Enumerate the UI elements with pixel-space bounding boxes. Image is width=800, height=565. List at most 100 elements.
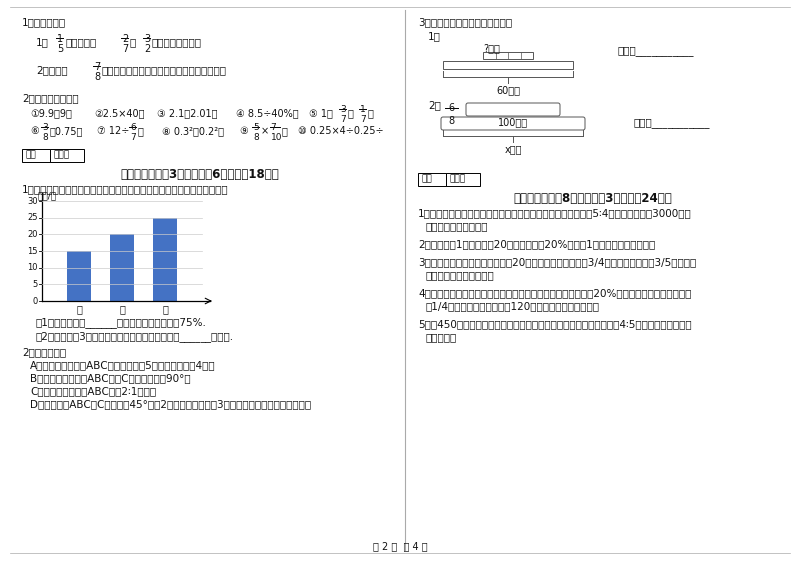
Text: ⑤ 1－: ⑤ 1－ [309, 108, 333, 118]
Text: 列式：___________: 列式：___________ [618, 46, 694, 56]
Text: 1．列式计算：: 1．列式计算： [22, 17, 66, 27]
Text: 0: 0 [33, 297, 38, 306]
FancyBboxPatch shape [466, 103, 560, 116]
Text: 1、: 1、 [428, 31, 441, 41]
Text: 3: 3 [42, 123, 48, 132]
Text: 15: 15 [27, 246, 38, 255]
Text: 8: 8 [448, 116, 454, 126]
Text: ⑧ 0.3²＋0.2²＝: ⑧ 0.3²＋0.2²＝ [162, 126, 224, 136]
Text: 得分: 得分 [25, 150, 36, 159]
Text: 2: 2 [122, 34, 128, 44]
Text: 7: 7 [94, 62, 100, 72]
Text: 8: 8 [94, 72, 100, 82]
Text: 3．看图列算式成方程，不计算：: 3．看图列算式成方程，不计算： [418, 17, 512, 27]
Text: 2、: 2、 [428, 100, 441, 110]
Text: 10: 10 [271, 133, 282, 142]
Text: 评卷人: 评卷人 [53, 150, 69, 159]
Text: 2．依次解答。: 2．依次解答。 [22, 347, 66, 357]
Text: ＝: ＝ [282, 126, 288, 136]
Bar [418, 173, 446, 186]
Text: 2: 2 [144, 44, 150, 54]
Text: ①9.9＋9＝: ①9.9＋9＝ [30, 108, 72, 118]
Text: 3: 3 [340, 105, 346, 114]
Text: 和乙数相等，甲数和乙数的比的比值是多少？: 和乙数相等，甲数和乙数的比的比值是多少？ [102, 65, 227, 75]
Bar [110, 234, 134, 301]
Text: 20: 20 [27, 230, 38, 239]
Text: 2．直接写出得数：: 2．直接写出得数： [22, 93, 78, 103]
Text: 7: 7 [130, 133, 136, 142]
Text: 8: 8 [42, 133, 48, 142]
Text: 苗多少棵？: 苗多少棵？ [426, 332, 458, 342]
Text: 与: 与 [130, 37, 136, 47]
Text: ②2.5×40＝: ②2.5×40＝ [94, 108, 145, 118]
Text: 乙: 乙 [119, 304, 125, 314]
Text: 25: 25 [27, 213, 38, 222]
Text: 4、朝阳小学组织为火灾捐款活动，四年级的捐款数额占全校的20%，五年级的捐款数额占全校: 4、朝阳小学组织为火灾捐款活动，四年级的捐款数额占全校的20%，五年级的捐款数额… [418, 288, 691, 298]
Text: 1．如图是甲、乙、丙三人单独完成某项工程所需天数统计图，看图填空：: 1．如图是甲、乙、丙三人单独完成某项工程所需天数统计图，看图填空： [22, 184, 229, 194]
Text: 6: 6 [130, 123, 136, 132]
Text: 30: 30 [27, 197, 38, 206]
Bar [50, 149, 84, 162]
Text: ⑥: ⑥ [30, 126, 38, 136]
Text: 1: 1 [57, 34, 63, 44]
FancyBboxPatch shape [441, 117, 585, 130]
Text: ＝: ＝ [368, 108, 374, 118]
Text: 天数/天: 天数/天 [37, 191, 56, 200]
Text: 1、: 1、 [36, 37, 49, 47]
Text: 6: 6 [448, 103, 454, 113]
Text: 的积，差是多少？: 的积，差是多少？ [152, 37, 202, 47]
Text: 2、六年级（1）班有男生20人，比女生少20%，六（1）班共有学生多少人？: 2、六年级（1）班有男生20人，比女生少20%，六（1）班共有学生多少人？ [418, 239, 655, 249]
Text: 子多少筐？（用方程解）: 子多少筐？（用方程解） [426, 270, 494, 280]
Text: 得分: 得分 [421, 174, 432, 183]
Text: 8: 8 [253, 133, 258, 142]
Text: 7: 7 [122, 44, 128, 54]
Text: ＝: ＝ [138, 126, 144, 136]
Bar [153, 218, 177, 301]
Text: 九月份生产了多少双？: 九月份生产了多少双？ [426, 221, 489, 231]
Text: （2）先由甲做3天，剩下的工程由丙接着做，还要______天完成.: （2）先由甲做3天，剩下的工程由丙接着做，还要______天完成. [36, 331, 234, 342]
Text: 评卷人: 评卷人 [449, 174, 465, 183]
Text: 的倒数减去: 的倒数减去 [65, 37, 96, 47]
Text: 五、综合题（共3小题，每题6分，共计18分）: 五、综合题（共3小题，每题6分，共计18分） [121, 168, 279, 181]
Text: 5、把450棵树苗分给一中队、二中队，使两个中队分得的树苗的比是4∶5，每个中队各分到树: 5、把450棵树苗分给一中队、二中队，使两个中队分得的树苗的比是4∶5，每个中队… [418, 319, 692, 329]
Text: ＋: ＋ [348, 108, 354, 118]
Text: （1）甲、乙合作______天可以完成这项工程的75%.: （1）甲、乙合作______天可以完成这项工程的75%. [36, 317, 207, 328]
Text: ④ 8.5÷40%＝: ④ 8.5÷40%＝ [236, 108, 298, 118]
Text: ③ 2.1－2.01＝: ③ 2.1－2.01＝ [157, 108, 218, 118]
Text: 3、商店运来一些水果，运来苹果20筐，梨的筐数是苹果的3/4，同时又是橘子的3/5，运来橘: 3、商店运来一些水果，运来苹果20筐，梨的筐数是苹果的3/4，同时又是橘子的3/… [418, 257, 696, 267]
Text: D、在三角形ABC的C点南偏东45°方向2厘米处画一个直径3厘米的圆（长度为实际长度）。: D、在三角形ABC的C点南偏东45°方向2厘米处画一个直径3厘米的圆（长度为实际… [30, 399, 311, 409]
Text: 60千克: 60千克 [496, 85, 520, 95]
Text: 的1/4，五年级比四年级多捐120元，全校共捐款多少元？: 的1/4，五年级比四年级多捐120元，全校共捐款多少元？ [426, 301, 600, 311]
Text: 7: 7 [340, 115, 346, 124]
Bar [67, 251, 91, 301]
Text: 3: 3 [144, 34, 150, 44]
Text: A、将下面的三角形ABC，先向下平移5格，再向左平移4格。: A、将下面的三角形ABC，先向下平移5格，再向左平移4格。 [30, 360, 216, 370]
Text: 2、甲数的: 2、甲数的 [36, 65, 68, 75]
Text: ⑦ 12÷: ⑦ 12÷ [97, 126, 130, 136]
Text: C、将下面的三角形ABC，按2∶1放大。: C、将下面的三角形ABC，按2∶1放大。 [30, 386, 156, 396]
Text: x千米: x千米 [504, 144, 522, 154]
Text: 六、应用题（共8小题，每题3分，共计24分）: 六、应用题（共8小题，每题3分，共计24分） [514, 192, 672, 205]
Text: ⑨: ⑨ [240, 126, 252, 136]
Text: ?千克: ?千克 [483, 43, 500, 53]
Text: 1、鞋厂生产的皮鞋，十月份生产双数与九月份生产双数的比是5∶4，十月份生产了3000双，: 1、鞋厂生产的皮鞋，十月份生产双数与九月份生产双数的比是5∶4，十月份生产了30… [418, 208, 692, 218]
Text: 甲: 甲 [76, 304, 82, 314]
Text: B、将下面的三角形ABC，绕C点逆时针旋转90°。: B、将下面的三角形ABC，绕C点逆时针旋转90°。 [30, 373, 190, 383]
Text: 5: 5 [57, 44, 63, 54]
Text: 10: 10 [27, 263, 38, 272]
Text: ×: × [261, 126, 269, 136]
Text: 7: 7 [360, 115, 366, 124]
Text: 丙: 丙 [162, 304, 168, 314]
Text: 100千米: 100千米 [498, 118, 528, 128]
Text: 1: 1 [360, 105, 366, 114]
Bar [22, 149, 50, 162]
Bar [446, 173, 480, 186]
Text: 列式：___________: 列式：___________ [633, 118, 710, 128]
Text: 5: 5 [253, 123, 258, 132]
Bar [443, 61, 573, 69]
Text: ⑩ 0.25×4÷0.25÷: ⑩ 0.25×4÷0.25÷ [298, 126, 384, 136]
Text: 5: 5 [33, 280, 38, 289]
Bar [483, 52, 533, 59]
Text: 第 2 页  共 4 页: 第 2 页 共 4 页 [373, 541, 427, 551]
Text: 7: 7 [271, 123, 280, 132]
